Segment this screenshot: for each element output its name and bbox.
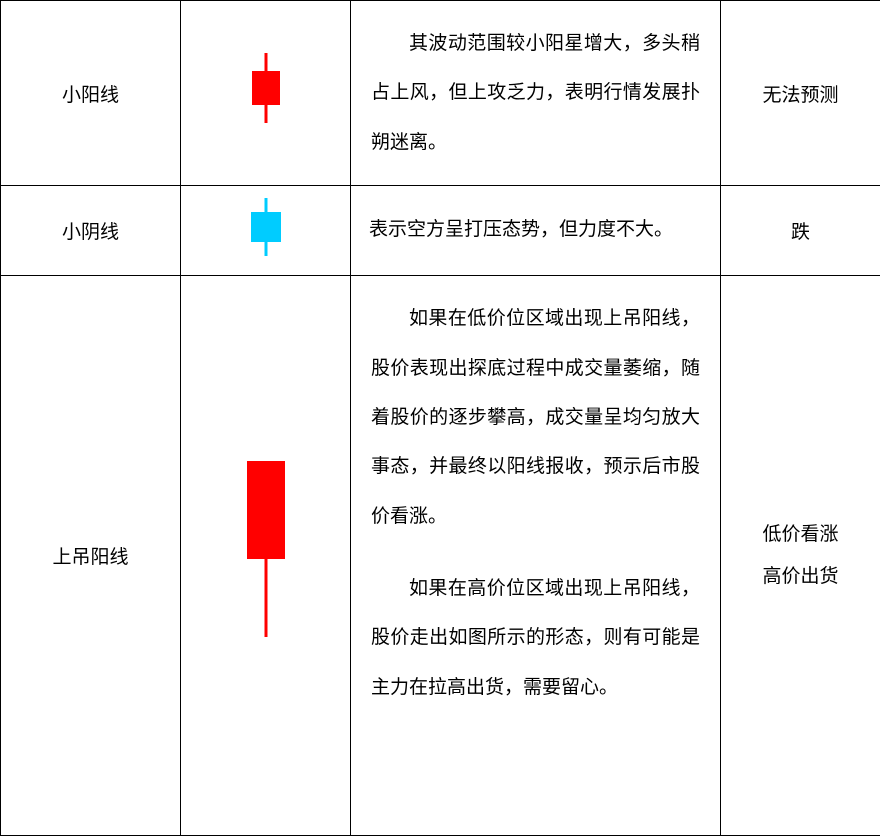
pattern-desc-cell: 其波动范围较小阳星增大，多头稍占上风，但上攻乏力，表明行情发展扑朔迷离。 bbox=[351, 1, 721, 186]
pattern-prediction: 跌 bbox=[721, 217, 880, 244]
table-row: 小阴线 表示空方呈打压态势，但力度不大。 跌 bbox=[1, 186, 880, 276]
pattern-desc-cell: 表示空方呈打压态势，但力度不大。 bbox=[351, 186, 721, 276]
table-row: 上吊阳线 如果在低价位区域出现上吊阳线，股价表现出探底过程中成交量萎缩，随着股价… bbox=[1, 276, 880, 836]
candle-icon bbox=[181, 276, 350, 835]
pattern-prediction-cell: 跌 bbox=[721, 186, 880, 276]
pattern-name-cell: 小阳线 bbox=[1, 1, 181, 186]
pattern-shape-cell bbox=[181, 186, 351, 276]
pattern-name-cell: 小阴线 bbox=[1, 186, 181, 276]
pattern-desc-cell: 如果在低价位区域出现上吊阳线，股价表现出探底过程中成交量萎缩，随着股价的逐步攀高… bbox=[351, 276, 721, 836]
prediction-line: 跌 bbox=[721, 217, 880, 244]
pattern-shape-cell bbox=[181, 276, 351, 836]
pattern-prediction-cell: 低价看涨高价出货 bbox=[721, 276, 880, 836]
prediction-line: 高价出货 bbox=[721, 556, 880, 598]
pattern-desc: 其波动范围较小阳星增大，多头稍占上风，但上攻乏力，表明行情发展扑朔迷离。 bbox=[351, 1, 720, 185]
desc-paragraph: 如果在高价位区域出现上吊阳线，股价走出如图所示的形态，则有可能是主力在拉高出货，… bbox=[371, 564, 700, 712]
pattern-desc: 如果在低价位区域出现上吊阳线，股价表现出探底过程中成交量萎缩，随着股价的逐步攀高… bbox=[351, 276, 720, 730]
prediction-line: 低价看涨 bbox=[721, 514, 880, 556]
pattern-shape-cell bbox=[181, 1, 351, 186]
desc-paragraph: 表示空方呈打压态势，但力度不大。 bbox=[369, 215, 702, 245]
desc-paragraph: 其波动范围较小阳星增大，多头稍占上风，但上攻乏力，表明行情发展扑朔迷离。 bbox=[371, 19, 700, 167]
pattern-name: 小阴线 bbox=[62, 222, 119, 243]
table-row: 小阳线 其波动范围较小阳星增大，多头稍占上风，但上攻乏力，表明行情发展扑朔迷离。… bbox=[1, 1, 880, 186]
candle-icon bbox=[181, 186, 350, 275]
pattern-name-cell: 上吊阳线 bbox=[1, 276, 181, 836]
desc-paragraph: 如果在低价位区域出现上吊阳线，股价表现出探底过程中成交量萎缩，随着股价的逐步攀高… bbox=[371, 294, 700, 541]
pattern-prediction: 无法预测 bbox=[721, 80, 880, 107]
pattern-name: 上吊阳线 bbox=[52, 547, 128, 568]
pattern-prediction-cell: 无法预测 bbox=[721, 1, 880, 186]
candle-icon bbox=[181, 1, 350, 185]
kline-tbody: 小阳线 其波动范围较小阳星增大，多头稍占上风，但上攻乏力，表明行情发展扑朔迷离。… bbox=[1, 1, 880, 836]
pattern-prediction: 低价看涨高价出货 bbox=[721, 514, 880, 598]
kline-table: 小阳线 其波动范围较小阳星增大，多头稍占上风，但上攻乏力，表明行情发展扑朔迷离。… bbox=[0, 0, 880, 836]
pattern-name: 小阳线 bbox=[62, 85, 119, 106]
pattern-desc: 表示空方呈打压态势，但力度不大。 bbox=[351, 187, 720, 273]
prediction-line: 无法预测 bbox=[721, 80, 880, 107]
